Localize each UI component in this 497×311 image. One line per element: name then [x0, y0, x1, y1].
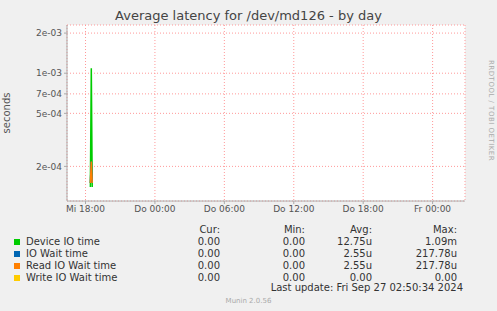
html-text:Avg:: Avg:: [350, 224, 372, 235]
html-text:0.00: 0.00: [197, 248, 220, 259]
html-text:1.09m: 1.09m: [425, 236, 457, 247]
svg-text:Mi 18:00: Mi 18:00: [66, 204, 105, 214]
html-text:217.78u: 217.78u: [415, 248, 457, 259]
html-text:Munin 2.0.56: Munin 2.0.56: [225, 297, 272, 305]
html-text:Average latency for /dev/md126: Average latency for /dev/md126 - by day: [115, 8, 382, 23]
html-text:0.00: 0.00: [282, 260, 305, 271]
html-text:Write IO Wait time: Write IO Wait time: [26, 272, 118, 283]
html-text:0.00: 0.00: [282, 248, 305, 259]
svg-text:1e-03: 1e-03: [36, 68, 62, 78]
html-text:0.00: 0.00: [197, 260, 220, 271]
html-text:2.55u: 2.55u: [343, 260, 372, 271]
html-text:0.00: 0.00: [197, 236, 220, 247]
html-text:2.55u: 2.55u: [343, 248, 372, 259]
html-text:Read IO Wait time: Read IO Wait time: [26, 260, 117, 271]
html-text:12.75u: 12.75u: [337, 236, 372, 247]
svg-text:Do 06:00: Do 06:00: [204, 204, 246, 214]
html-text:IO Wait time: IO Wait time: [26, 248, 88, 259]
svg-text:seconds: seconds: [8, 93, 12, 134]
html-text:217.78u: 217.78u: [415, 260, 457, 271]
html-text:RRDTOOL / TOBI OETIKER: RRDTOOL / TOBI OETIKER: [487, 60, 495, 162]
html-text:Device IO time: Device IO time: [26, 236, 100, 247]
html-text:0.00: 0.00: [197, 272, 220, 283]
svg-text:2e-03: 2e-03: [36, 28, 62, 38]
svg-text:Do 18:00: Do 18:00: [343, 204, 385, 214]
svg-text:Do 00:00: Do 00:00: [134, 204, 176, 214]
html-text:0.00: 0.00: [349, 272, 372, 283]
html-text:Last update: Fri Sep 27 02:50:: Last update: Fri Sep 27 02:50:34 2024: [270, 282, 463, 293]
html-text:Max:: Max:: [433, 224, 457, 235]
html-text:0.00: 0.00: [282, 272, 305, 283]
html-text:Min:: Min:: [283, 224, 305, 235]
html-text:0.00: 0.00: [434, 272, 457, 283]
svg-text:Fr 00:00: Fr 00:00: [414, 204, 451, 214]
svg-text:7e-04: 7e-04: [36, 89, 62, 99]
html-text:0.00: 0.00: [282, 236, 305, 247]
svg-text:5e-04: 5e-04: [36, 109, 62, 119]
svg-text:Do 12:00: Do 12:00: [273, 204, 315, 214]
svg-text:2e-04: 2e-04: [36, 162, 62, 172]
html-text:Cur:: Cur:: [199, 224, 220, 235]
